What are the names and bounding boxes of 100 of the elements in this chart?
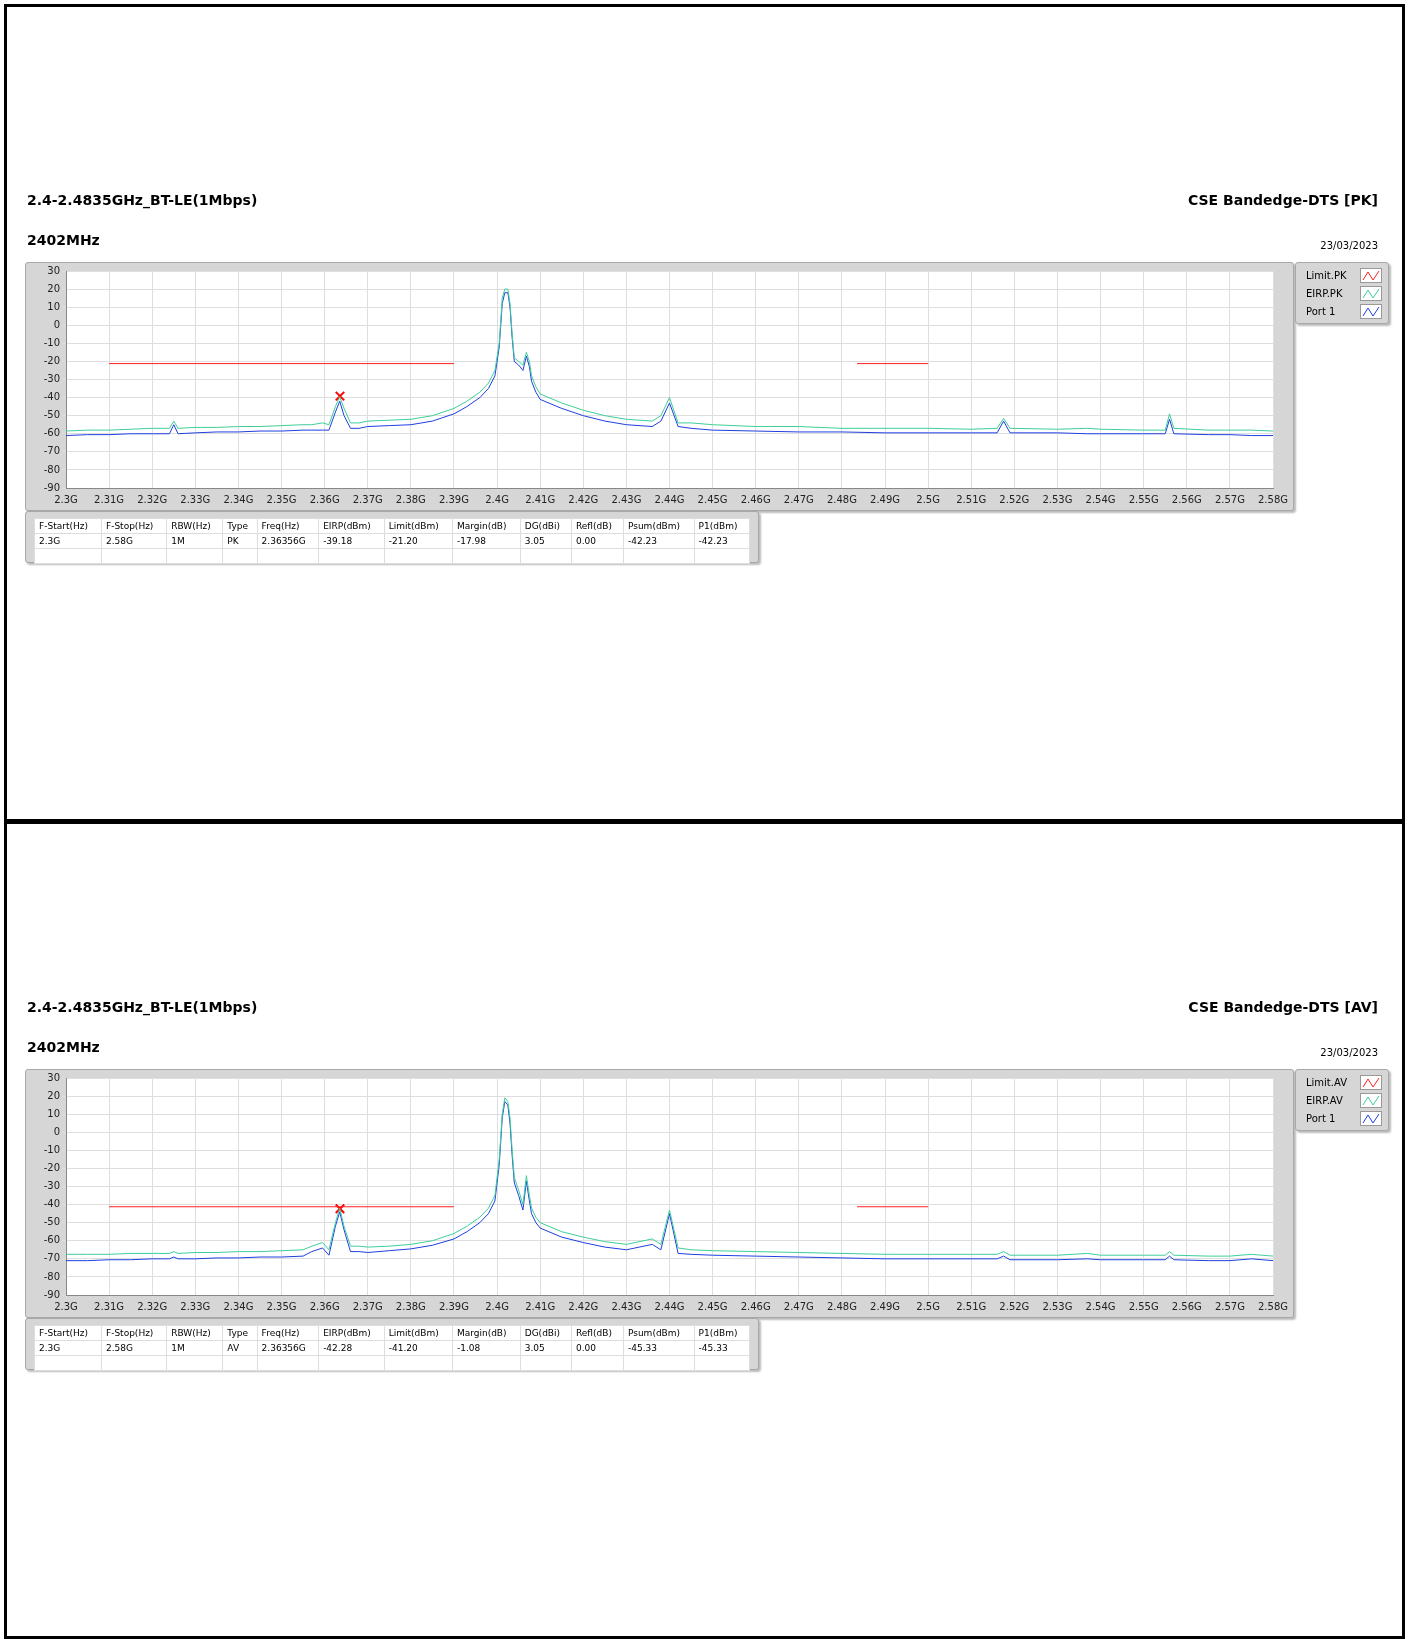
y-tick-label: 20 — [47, 1089, 60, 1101]
text: CSE Bandedge-DTS [AV] — [1188, 999, 1378, 1015]
y-tick-label: -90 — [43, 481, 60, 493]
chart-title: 2.4-2.4835GHz_BT-LE(1Mbps) — [27, 999, 258, 1015]
x-tick-label: 2.46G — [740, 1300, 771, 1312]
y-tick-label: -80 — [43, 463, 60, 475]
x-tick-label: 2.54G — [1085, 493, 1116, 505]
x-tick-label: 2.51G — [956, 493, 987, 505]
y-tick-label: -40 — [43, 391, 60, 403]
text: P1(dBm) — [694, 518, 750, 534]
text: Port 1 — [1306, 1112, 1336, 1124]
text: Limit(dBm) — [384, 518, 453, 534]
text: -42.23 — [694, 533, 750, 549]
x-tick-label: 2.4G — [485, 1300, 509, 1312]
x-tick-label: 2.39G — [438, 493, 469, 505]
text: EIRP(dBm) — [318, 1325, 385, 1341]
text: Port 1 — [1306, 305, 1336, 317]
text: RBW(Hz) — [166, 518, 223, 534]
x-tick-label: 2.32G — [137, 493, 168, 505]
x-tick-label: 2.57G — [1214, 1300, 1245, 1312]
text: F-Stop(Hz) — [101, 518, 167, 534]
y-tick-label: -30 — [43, 373, 60, 385]
text: Freq(Hz) — [257, 1325, 319, 1341]
x-tick-label: 2.42G — [568, 493, 599, 505]
y-tick-label: -70 — [43, 1252, 60, 1264]
y-tick-label: 0 — [53, 1125, 60, 1137]
x-tick-label: 2.41G — [525, 493, 556, 505]
legend-label: EIRP.AV — [1306, 1094, 1343, 1106]
x-tick-label: 2.47G — [783, 493, 814, 505]
y-tick-label: 10 — [47, 1107, 60, 1119]
x-tick-label: 2.55G — [1128, 1300, 1159, 1312]
text: -1.08 — [452, 1340, 521, 1356]
x-tick-label: 2.34G — [223, 1300, 254, 1312]
x-tick-label: 2.44G — [654, 1300, 685, 1312]
text: DG(dBi) — [520, 518, 572, 534]
text: 1M — [166, 1340, 223, 1356]
text: Margin(dB) — [452, 518, 521, 534]
y-tick-label: -20 — [43, 355, 60, 367]
x-tick-label: 2.48G — [826, 493, 857, 505]
y-tick-label: -70 — [43, 445, 60, 457]
x-tick-label: 2.54G — [1085, 1300, 1116, 1312]
text: Type — [222, 518, 258, 534]
y-tick-label: 30 — [47, 1071, 60, 1083]
y-tick-label: -90 — [43, 1288, 60, 1300]
text: AV — [222, 1340, 258, 1356]
text: 2.58G — [101, 1340, 167, 1356]
y-tick-label: -60 — [43, 1234, 60, 1246]
x-tick-label: 2.32G — [137, 1300, 168, 1312]
x-tick-label: 2.45G — [697, 493, 728, 505]
x-tick-label: 2.5G — [916, 1300, 940, 1312]
text: Refl(dB) — [571, 1325, 624, 1341]
x-tick-label: 2.35G — [266, 493, 297, 505]
text: 23/03/2023 — [1320, 1047, 1378, 1058]
x-tick-label: 2.56G — [1171, 493, 1202, 505]
x-tick-label: 2.45G — [697, 1300, 728, 1312]
text: 2.3G — [34, 533, 102, 549]
x-tick-label: 2.43G — [611, 493, 642, 505]
x-tick-label: 2.49G — [870, 493, 901, 505]
x-tick-label: 2.49G — [870, 1300, 901, 1312]
x-tick-label: 2.34G — [223, 493, 254, 505]
x-tick-label: 2.41G — [525, 1300, 556, 1312]
text: 0.00 — [571, 533, 624, 549]
x-tick-label: 2.52G — [999, 1300, 1030, 1312]
x-tick-label: 2.58G — [1257, 1300, 1289, 1312]
y-tick-label: 0 — [53, 318, 60, 330]
y-tick-label: -10 — [43, 336, 60, 348]
x-tick-label: 2.36G — [309, 1300, 340, 1312]
y-tick-label: 10 — [47, 300, 60, 312]
x-tick-label: 2.53G — [1042, 1300, 1073, 1312]
x-tick-label: 2.53G — [1042, 493, 1073, 505]
text: -41.20 — [384, 1340, 453, 1356]
x-tick-label: 2.43G — [611, 1300, 642, 1312]
text: F-Start(Hz) — [34, 1325, 102, 1341]
x-tick-label: 2.33G — [180, 493, 211, 505]
text: F-Stop(Hz) — [101, 1325, 167, 1341]
text: 1M — [166, 533, 223, 549]
x-tick-label: 2.4G — [485, 493, 509, 505]
text: -45.33 — [694, 1340, 750, 1356]
legend-label: EIRP.PK — [1306, 287, 1343, 299]
text: -17.98 — [452, 533, 521, 549]
y-tick-label: -80 — [43, 1270, 60, 1282]
text: 2.36356G — [257, 1340, 319, 1356]
text: 3.05 — [520, 533, 572, 549]
text: -42.28 — [318, 1340, 385, 1356]
x-tick-label: 2.5G — [916, 493, 940, 505]
y-tick-label: -10 — [43, 1143, 60, 1155]
x-tick-label: 2.44G — [654, 493, 685, 505]
y-tick-label: -50 — [43, 1216, 60, 1228]
y-tick-label: -60 — [43, 427, 60, 439]
y-tick-label: 20 — [47, 282, 60, 294]
text: Psum(dBm) — [623, 518, 695, 534]
text: Psum(dBm) — [623, 1325, 695, 1341]
text: EIRP(dBm) — [318, 518, 385, 534]
text: -39.18 — [318, 533, 385, 549]
x-tick-label: 2.52G — [999, 493, 1030, 505]
text: RBW(Hz) — [166, 1325, 223, 1341]
x-tick-label: 2.48G — [826, 1300, 857, 1312]
chart-title: 2.4-2.4835GHz_BT-LE(1Mbps) — [27, 192, 258, 208]
legend-label: Limit.AV — [1306, 1076, 1348, 1088]
text: 2.58G — [101, 533, 167, 549]
